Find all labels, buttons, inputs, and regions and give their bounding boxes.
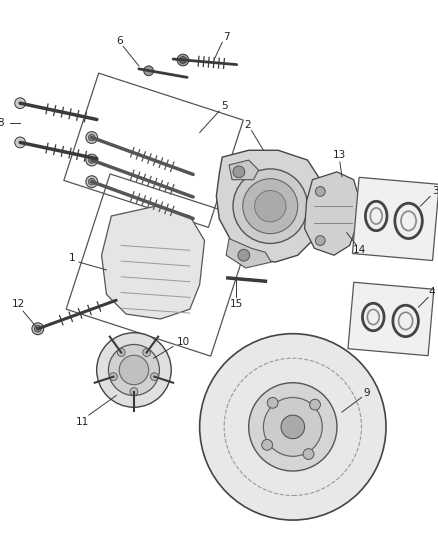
Circle shape — [281, 415, 304, 439]
Text: 12: 12 — [11, 299, 25, 309]
Text: 4: 4 — [429, 287, 435, 297]
Circle shape — [144, 66, 154, 76]
Circle shape — [267, 398, 278, 408]
Circle shape — [200, 334, 386, 520]
Polygon shape — [348, 282, 434, 356]
Circle shape — [238, 249, 250, 261]
Circle shape — [15, 137, 25, 148]
Circle shape — [177, 54, 189, 66]
Text: 5: 5 — [221, 101, 227, 111]
Polygon shape — [216, 150, 324, 262]
Circle shape — [233, 166, 245, 177]
Text: 8: 8 — [0, 118, 4, 128]
Circle shape — [119, 356, 148, 385]
Circle shape — [315, 236, 325, 245]
Circle shape — [249, 383, 337, 471]
Text: 15: 15 — [230, 299, 243, 309]
Text: 9: 9 — [363, 387, 370, 398]
Text: 11: 11 — [75, 417, 88, 427]
Circle shape — [254, 190, 286, 222]
Text: 10: 10 — [177, 336, 190, 346]
Circle shape — [243, 179, 298, 233]
Text: 1: 1 — [69, 253, 75, 263]
Circle shape — [110, 373, 117, 381]
Circle shape — [86, 176, 98, 188]
Circle shape — [109, 344, 159, 395]
Circle shape — [180, 56, 187, 63]
Text: 13: 13 — [333, 150, 346, 160]
Circle shape — [315, 187, 325, 196]
Circle shape — [88, 157, 95, 164]
Circle shape — [143, 349, 151, 357]
Circle shape — [88, 134, 95, 141]
Circle shape — [262, 440, 272, 450]
Text: 7: 7 — [223, 33, 230, 43]
Circle shape — [32, 323, 44, 335]
Text: 6: 6 — [116, 36, 123, 46]
Circle shape — [34, 325, 41, 332]
Circle shape — [303, 449, 314, 459]
Polygon shape — [102, 206, 205, 319]
Circle shape — [97, 333, 171, 407]
Polygon shape — [226, 239, 271, 268]
Circle shape — [233, 169, 307, 244]
Circle shape — [151, 373, 159, 381]
Circle shape — [130, 387, 138, 395]
Circle shape — [263, 398, 322, 456]
Circle shape — [117, 349, 125, 357]
Polygon shape — [304, 172, 360, 255]
Text: 3: 3 — [432, 187, 438, 197]
Circle shape — [86, 132, 98, 143]
Text: 2: 2 — [244, 120, 251, 130]
Circle shape — [310, 399, 321, 410]
Polygon shape — [229, 160, 258, 180]
Circle shape — [88, 178, 95, 185]
Circle shape — [15, 98, 25, 109]
Text: 14: 14 — [353, 245, 366, 255]
Polygon shape — [353, 177, 438, 261]
Circle shape — [86, 154, 98, 166]
